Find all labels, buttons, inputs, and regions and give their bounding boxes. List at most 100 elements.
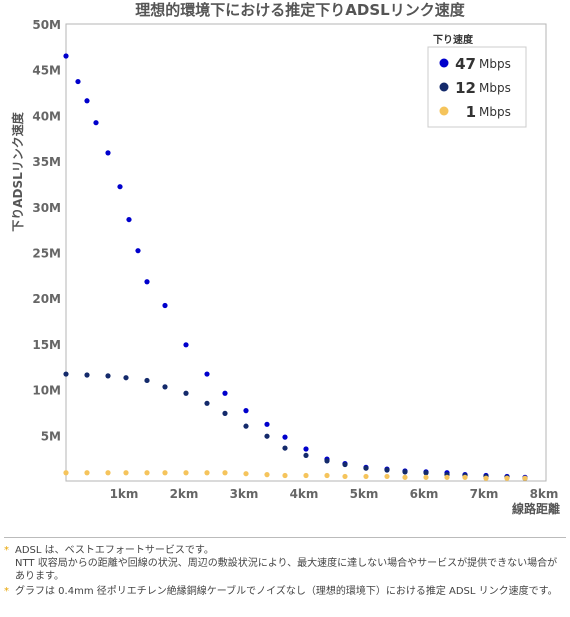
data-point xyxy=(384,473,390,480)
x-tick-label: 1km xyxy=(110,487,139,501)
data-point xyxy=(444,474,450,480)
footnote-1: * ADSL は、ベストエフォートサービスです。 NTT 収容局からの距離や回線… xyxy=(4,544,566,583)
data-point xyxy=(183,342,189,348)
y-tick-label: 15M xyxy=(32,338,61,352)
footnotes: * ADSL は、ベストエフォートサービスです。 NTT 収容局からの距離や回線… xyxy=(4,537,566,598)
data-point xyxy=(423,470,429,476)
data-point xyxy=(63,53,69,59)
data-point xyxy=(144,377,150,384)
data-point xyxy=(243,423,249,429)
data-point xyxy=(204,371,210,377)
data-point xyxy=(222,390,228,396)
x-tick-label: 3km xyxy=(230,487,259,501)
y-tick-label: 40M xyxy=(32,109,61,123)
data-point xyxy=(303,472,309,479)
data-point xyxy=(162,470,168,476)
y-tick-label: 35M xyxy=(32,155,61,169)
data-point xyxy=(183,470,189,476)
data-point xyxy=(84,372,90,378)
footnote-2: * グラフは 0.4mm 径ポリエチレン絶縁銅線ケーブルでノイズなし（理想的環境… xyxy=(4,585,566,598)
data-point xyxy=(222,470,228,476)
legend-marker xyxy=(439,106,449,116)
y-tick-label: 50M xyxy=(32,18,61,32)
data-point xyxy=(282,472,288,479)
data-point xyxy=(105,470,111,476)
chart-title: 理想的環境下における推定下りADSLリンク速度 xyxy=(135,1,465,19)
y-tick-labels: 5M 10M 15M 20M 25M 30M 35M 40M 45M 50M xyxy=(32,18,61,443)
data-point xyxy=(144,279,150,285)
data-point xyxy=(123,470,129,476)
legend-unit: Mbps xyxy=(479,57,511,71)
series-1Mbps xyxy=(63,470,528,481)
legend-marker xyxy=(439,58,449,68)
y-tick-label: 45M xyxy=(32,64,61,78)
y-tick-label: 5M xyxy=(41,429,61,443)
note-star-icon: * xyxy=(4,545,9,556)
plot-frame xyxy=(65,23,547,482)
series-12Mbps xyxy=(63,371,528,481)
x-tick-label: 7km xyxy=(470,487,499,501)
data-point xyxy=(243,408,249,414)
data-point xyxy=(363,473,369,480)
data-points xyxy=(63,53,528,481)
data-point xyxy=(324,458,330,464)
data-point xyxy=(204,470,210,476)
data-point xyxy=(162,384,168,390)
data-point xyxy=(93,120,99,126)
data-point xyxy=(264,433,270,439)
y-tick-label: 20M xyxy=(32,292,61,306)
data-point xyxy=(84,470,90,476)
x-axis-label: 線路距離 xyxy=(512,501,560,516)
data-point xyxy=(105,373,111,379)
data-point xyxy=(123,375,129,381)
data-point xyxy=(63,371,69,377)
data-point xyxy=(135,248,141,254)
data-point xyxy=(342,461,348,468)
footnote-1-line-2: NTT 収容局からの距離や回線の状況、周辺の敷設状況により、最大速度に達しない場… xyxy=(15,558,558,582)
data-point xyxy=(84,98,90,104)
data-point xyxy=(384,467,390,473)
x-tick-label: 8km xyxy=(530,487,559,501)
data-point xyxy=(105,150,111,156)
data-point xyxy=(522,475,528,481)
x-tick-label: 5km xyxy=(350,487,379,501)
y-tick-label: 25M xyxy=(32,247,61,261)
data-point xyxy=(204,400,210,406)
footnote-2-line-1: グラフは 0.4mm 径ポリエチレン絶縁銅線ケーブルでノイズなし（理想的環境下）… xyxy=(15,586,558,597)
data-point xyxy=(264,472,270,478)
legend-unit: Mbps xyxy=(479,105,511,119)
data-point xyxy=(243,471,249,477)
data-point xyxy=(117,184,123,190)
data-point xyxy=(282,434,288,440)
data-point xyxy=(303,452,309,459)
data-point xyxy=(303,446,309,452)
x-tick-label: 6km xyxy=(410,487,439,501)
data-point xyxy=(462,474,468,480)
data-point xyxy=(504,475,510,481)
legend-value: 1 xyxy=(466,103,476,121)
legend-value: 47 xyxy=(455,55,476,73)
x-tick-labels: 1km 2km 3km 4km 5km 6km 7km 8km xyxy=(110,487,559,501)
data-point xyxy=(363,465,369,471)
data-point xyxy=(144,470,150,476)
data-point xyxy=(342,473,348,480)
data-point xyxy=(402,469,408,475)
x-tick-label: 4km xyxy=(290,487,319,501)
data-point xyxy=(324,472,330,479)
data-point xyxy=(222,410,228,416)
data-point xyxy=(282,445,288,451)
legend-unit: Mbps xyxy=(479,81,511,95)
y-axis-label: 下りADSLリンク速度 xyxy=(10,111,25,232)
x-tick-label: 2km xyxy=(170,487,199,501)
adsl-speed-chart: 理想的環境下における推定下りADSLリンク速度 下りADSLリンク速度 線路距離… xyxy=(10,1,560,516)
note-star-icon: * xyxy=(4,586,9,597)
data-point xyxy=(75,78,81,85)
data-point xyxy=(423,474,429,480)
y-tick-label: 10M xyxy=(32,384,61,398)
data-point xyxy=(63,470,69,476)
data-point xyxy=(126,216,132,223)
data-point xyxy=(264,421,270,427)
data-point xyxy=(162,302,168,309)
data-point xyxy=(402,474,408,480)
